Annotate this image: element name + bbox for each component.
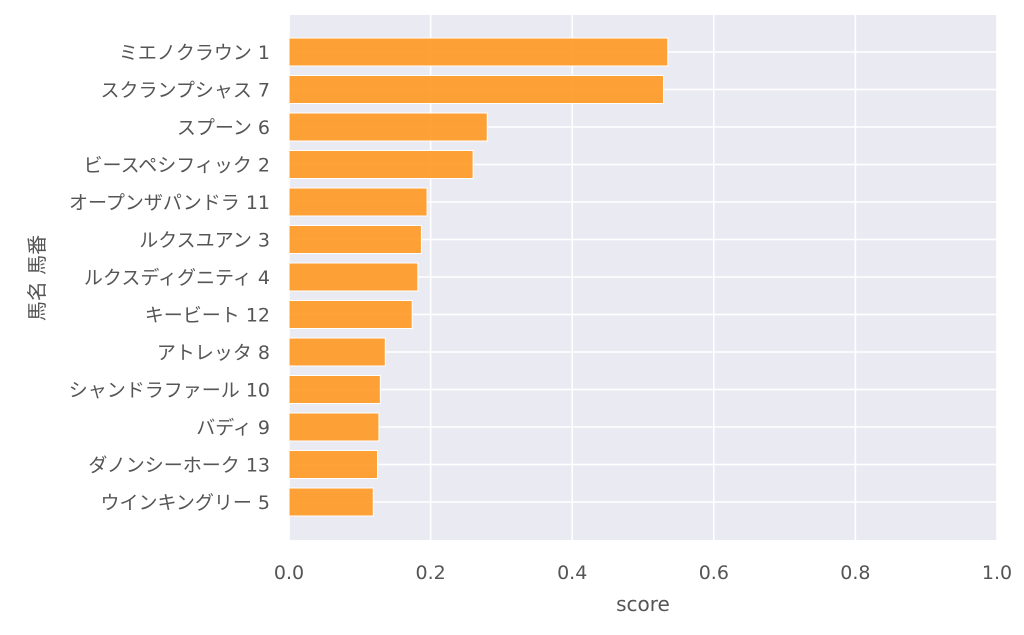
y-tick-label: オープンザパンドラ 11 <box>69 192 270 214</box>
y-tick-label: スプーン 6 <box>177 117 270 139</box>
x-tick-label: 0.4 <box>557 562 587 584</box>
y-tick-label: ダノンシーホーク 13 <box>88 455 270 477</box>
bar <box>288 37 669 67</box>
bar <box>288 300 413 329</box>
y-tick-label: ウインキングリー 5 <box>100 492 270 514</box>
x-tick-label: 0.6 <box>699 562 729 584</box>
bar <box>288 112 488 142</box>
x-tick-label: 0.0 <box>274 562 304 584</box>
x-tick-label: 0.8 <box>840 562 870 584</box>
bar <box>288 450 378 479</box>
y-tick-label: ミエノクラウン 1 <box>119 42 270 64</box>
bar <box>288 487 374 517</box>
bar <box>288 187 428 217</box>
y-tick-label: バディ 9 <box>196 417 270 439</box>
bar <box>288 75 665 104</box>
bar <box>288 337 386 367</box>
y-tick-label: ルクスディグニティ 4 <box>84 267 270 289</box>
y-axis-label: 馬名 馬番 <box>25 235 49 321</box>
y-tick-label: スクランプシャス 7 <box>100 80 270 102</box>
x-tick-label: 0.2 <box>415 562 445 584</box>
x-axis-label: score <box>616 592 670 616</box>
y-tick-label: シャンドラファール 10 <box>69 380 270 402</box>
y-tick-label: アトレッタ 8 <box>157 342 270 364</box>
bar <box>288 150 474 179</box>
y-tick-label: ルクスユアン 3 <box>139 230 270 252</box>
bar <box>288 412 380 442</box>
y-tick-label: ビースペシフィック 2 <box>84 155 270 177</box>
bar <box>288 225 422 254</box>
y-tick-label: キービート 12 <box>145 305 270 327</box>
bar <box>288 375 381 404</box>
x-tick-label: 1.0 <box>982 562 1012 584</box>
bar <box>288 262 419 292</box>
